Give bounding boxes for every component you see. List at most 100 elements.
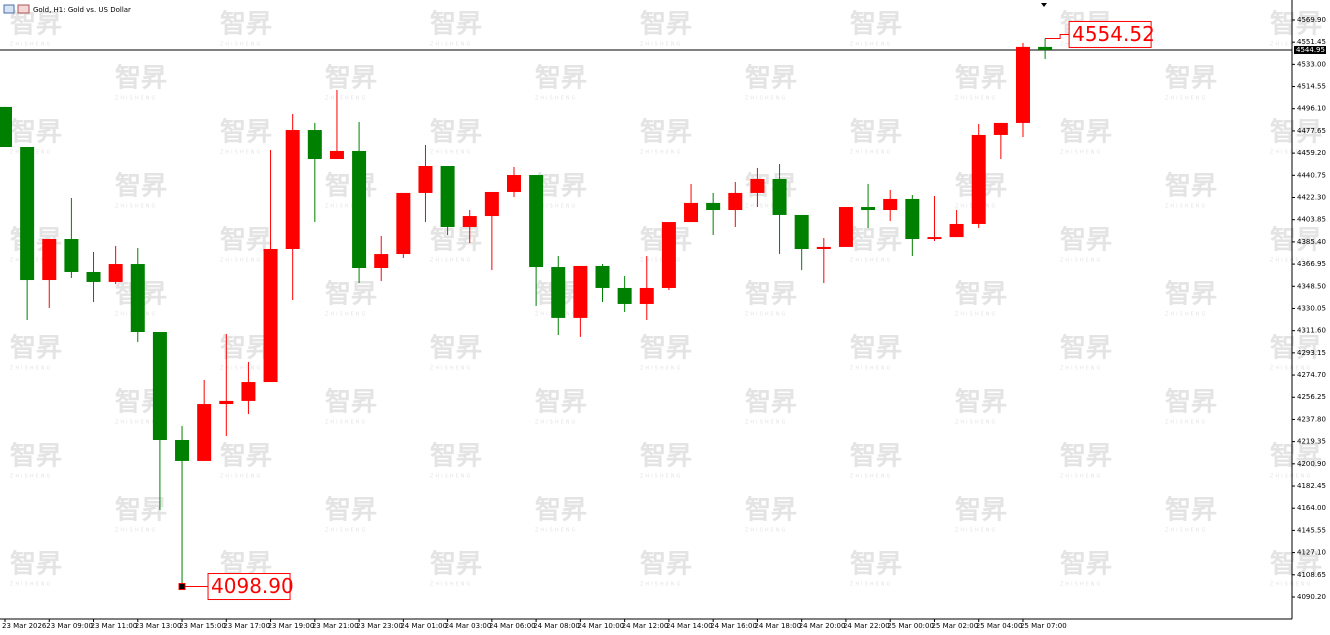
x-tick-label: 24 Mar 10:00 [577, 622, 624, 630]
watermark-text: ZHISHENG [850, 474, 892, 480]
y-tick-label: 4108.65 [1297, 571, 1326, 579]
y-tick-label: 4514.55 [1297, 83, 1326, 91]
candle-body [794, 214, 809, 249]
x-tick-label: 23 Mar 13:00 [135, 622, 182, 630]
candle-body [905, 198, 920, 240]
watermark-text: ZHISHENG [220, 366, 262, 372]
candle-body [551, 267, 566, 318]
shift-marker[interactable] [1041, 3, 1047, 7]
x-tick-label: 25 Mar 04:00 [976, 622, 1023, 630]
candle-body [1015, 46, 1030, 123]
watermark-logo: 智昇 [10, 334, 62, 364]
watermark-text: ZHISHENG [10, 42, 52, 48]
watermark-logo: 智昇 [325, 172, 377, 202]
y-tick-label: 4182.45 [1297, 482, 1326, 490]
watermark-text: ZHISHENG [535, 528, 577, 534]
watermark-text: ZHISHENG [1060, 150, 1102, 156]
watermark-text: ZHISHENG [325, 96, 367, 102]
watermark-text: ZHISHENG [430, 42, 472, 48]
annotation-box [1068, 20, 1152, 48]
watermark-text: ZHISHENG [640, 474, 682, 480]
candle-body [506, 175, 521, 192]
symbol-icon[interactable] [17, 4, 30, 14]
watermark-text: ZHISHENG [955, 528, 997, 534]
x-tick-label: 24 Mar 06:00 [489, 622, 536, 630]
watermark-text: ZHISHENG [325, 420, 367, 426]
candle-body [0, 106, 12, 147]
watermark-text: ZHISHENG [1270, 258, 1312, 264]
x-tick-label: 25 Mar 00:00 [887, 622, 934, 630]
watermark-logo: 智昇 [850, 334, 902, 364]
watermark-logo: 智昇 [745, 64, 797, 94]
x-tick-label: 23 Mar 21:00 [312, 622, 359, 630]
y-tick-label: 4311.60 [1297, 327, 1326, 335]
candle-body [241, 382, 256, 401]
watermark-text: ZHISHENG [1270, 474, 1312, 480]
watermark-text: ZHISHENG [955, 312, 997, 318]
watermark-logo: 智昇 [850, 550, 902, 580]
watermark-logo: 智昇 [1060, 442, 1112, 472]
x-tick-label: 24 Mar 12:00 [622, 622, 669, 630]
x-tick-label: 24 Mar 14:00 [666, 622, 713, 630]
candle-body [263, 248, 278, 383]
watermark-text: ZHISHENG [745, 312, 787, 318]
candle-body [861, 207, 876, 211]
y-tick-label: 4293.15 [1297, 349, 1326, 357]
watermark-logo: 智昇 [955, 280, 1007, 310]
annotation-connector [1045, 33, 1070, 39]
watermark-logo: 智昇 [220, 334, 272, 364]
y-tick-label: 4422.30 [1297, 194, 1326, 202]
candle-body [529, 175, 544, 268]
candle-body [1038, 46, 1053, 50]
y-tick-label: 4533.00 [1297, 60, 1326, 68]
watermark-logo: 智昇 [220, 118, 272, 148]
watermark-text: ZHISHENG [850, 582, 892, 588]
menu-icon[interactable] [3, 4, 15, 14]
watermark-logo: 智昇 [1060, 334, 1112, 364]
watermark-text: ZHISHENG [640, 150, 682, 156]
watermark-logo: 智昇 [1165, 496, 1217, 526]
watermark-text: ZHISHENG [220, 150, 262, 156]
candle-body [396, 192, 411, 255]
y-tick-label: 4348.50 [1297, 282, 1326, 290]
watermark-text: ZHISHENG [1165, 96, 1207, 102]
y-tick-label: 4090.20 [1297, 593, 1326, 601]
candle-body [462, 216, 477, 227]
watermark-text: ZHISHENG [850, 366, 892, 372]
y-tick-label: 4569.90 [1297, 16, 1326, 24]
watermark-text: ZHISHENG [1060, 582, 1102, 588]
watermark-logo: 智昇 [850, 10, 902, 40]
candle-body [617, 287, 632, 304]
candle-body [993, 122, 1008, 135]
watermark-logo: 智昇 [1270, 10, 1322, 40]
candle-body [684, 202, 699, 223]
watermark-text: ZHISHENG [115, 528, 157, 534]
y-tick-label: 4219.35 [1297, 438, 1326, 446]
x-tick-label: 24 Mar 16:00 [710, 622, 757, 630]
y-tick-label: 4496.10 [1297, 105, 1326, 113]
watermark-text: ZHISHENG [430, 150, 472, 156]
current-price-box [1294, 45, 1326, 54]
watermark-text: ZHISHENG [325, 528, 367, 534]
x-tick-label: 23 Mar 19:00 [268, 622, 315, 630]
watermark-logo: 智昇 [430, 334, 482, 364]
watermark-text: ZHISHENG [850, 42, 892, 48]
watermark-logo: 智昇 [745, 496, 797, 526]
watermark-text: ZHISHENG [1270, 150, 1312, 156]
x-tick-label: 24 Mar 08:00 [533, 622, 580, 630]
x-tick-label: 23 Mar 11:00 [91, 622, 138, 630]
x-tick-label: 24 Mar 20:00 [799, 622, 846, 630]
watermark-logo: 智昇 [1165, 64, 1217, 94]
watermark-text: ZHISHENG [1165, 528, 1207, 534]
watermark-logo: 智昇 [1270, 334, 1322, 364]
watermark-text: ZHISHENG [850, 150, 892, 156]
watermark-logo: 智昇 [10, 10, 62, 40]
watermark-text: ZHISHENG [640, 582, 682, 588]
watermark-logo: 智昇 [850, 442, 902, 472]
watermark-logo: 智昇 [850, 226, 902, 256]
watermark-logo: 智昇 [535, 172, 587, 202]
watermark-text: ZHISHENG [745, 204, 787, 210]
candle-body [329, 150, 344, 160]
watermark-text: ZHISHENG [535, 96, 577, 102]
x-tick-label: 24 Mar 01:00 [400, 622, 447, 630]
